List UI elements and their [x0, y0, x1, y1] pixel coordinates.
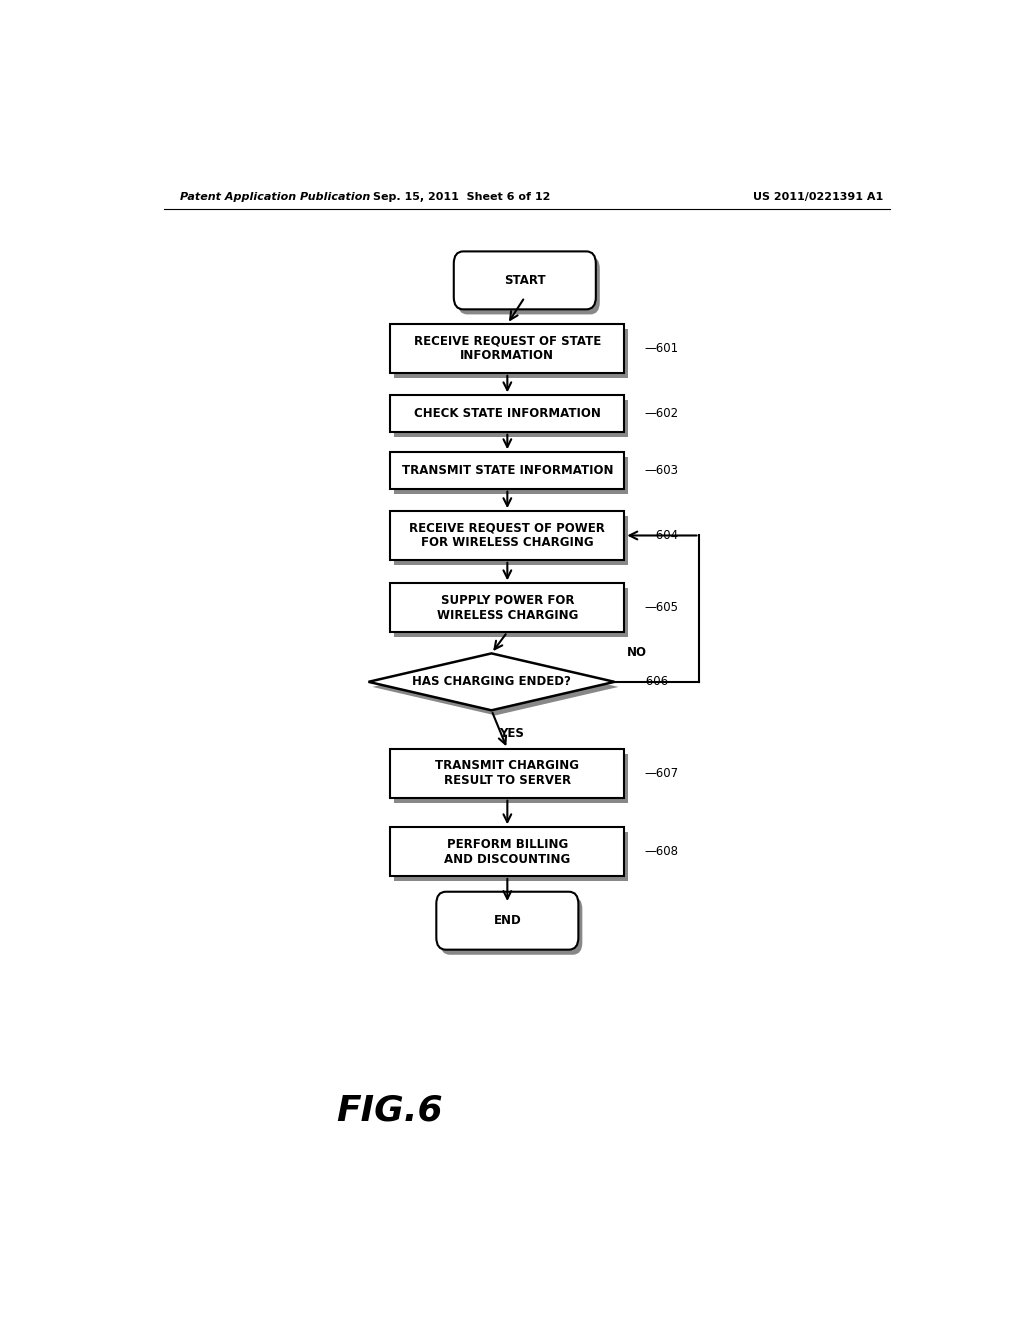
Text: CHECK STATE INFORMATION: CHECK STATE INFORMATION — [414, 407, 601, 420]
FancyBboxPatch shape — [458, 256, 600, 314]
Text: Sep. 15, 2011  Sheet 6 of 12: Sep. 15, 2011 Sheet 6 of 12 — [373, 191, 550, 202]
FancyBboxPatch shape — [390, 828, 625, 876]
FancyBboxPatch shape — [390, 748, 625, 797]
Text: RECEIVE REQUEST OF STATE
INFORMATION: RECEIVE REQUEST OF STATE INFORMATION — [414, 334, 601, 363]
Text: —606: —606 — [634, 676, 669, 688]
FancyBboxPatch shape — [394, 754, 629, 803]
FancyBboxPatch shape — [436, 892, 579, 949]
Text: START: START — [504, 273, 546, 286]
FancyBboxPatch shape — [454, 251, 596, 309]
FancyBboxPatch shape — [394, 400, 629, 437]
FancyBboxPatch shape — [390, 395, 625, 432]
Text: —608: —608 — [644, 845, 678, 858]
FancyBboxPatch shape — [394, 457, 629, 494]
Text: YES: YES — [499, 726, 523, 739]
Text: NO: NO — [627, 647, 646, 660]
FancyBboxPatch shape — [390, 325, 625, 372]
Text: HAS CHARGING ENDED?: HAS CHARGING ENDED? — [412, 676, 571, 688]
FancyBboxPatch shape — [440, 896, 583, 954]
Text: SUPPLY POWER FOR
WIRELESS CHARGING: SUPPLY POWER FOR WIRELESS CHARGING — [436, 594, 578, 622]
Text: RECEIVE REQUEST OF POWER
FOR WIRELESS CHARGING: RECEIVE REQUEST OF POWER FOR WIRELESS CH… — [410, 521, 605, 549]
Text: END: END — [494, 915, 521, 927]
Text: —602: —602 — [644, 407, 678, 420]
Text: FIG.6: FIG.6 — [337, 1094, 443, 1127]
FancyBboxPatch shape — [390, 511, 625, 560]
Text: —603: —603 — [644, 463, 678, 477]
FancyBboxPatch shape — [394, 516, 629, 565]
FancyBboxPatch shape — [394, 833, 629, 880]
Polygon shape — [373, 659, 618, 715]
Text: —604: —604 — [644, 529, 678, 543]
FancyBboxPatch shape — [394, 589, 629, 638]
FancyBboxPatch shape — [390, 453, 625, 488]
Text: —607: —607 — [644, 767, 678, 780]
FancyBboxPatch shape — [390, 583, 625, 632]
Text: US 2011/0221391 A1: US 2011/0221391 A1 — [754, 191, 884, 202]
Text: Patent Application Publication: Patent Application Publication — [179, 191, 370, 202]
FancyBboxPatch shape — [394, 329, 629, 378]
Text: TRANSMIT CHARGING
RESULT TO SERVER: TRANSMIT CHARGING RESULT TO SERVER — [435, 759, 580, 787]
Text: —601: —601 — [644, 342, 678, 355]
Polygon shape — [369, 653, 614, 710]
Text: —605: —605 — [644, 601, 678, 614]
Text: PERFORM BILLING
AND DISCOUNTING: PERFORM BILLING AND DISCOUNTING — [444, 838, 570, 866]
Text: TRANSMIT STATE INFORMATION: TRANSMIT STATE INFORMATION — [401, 463, 613, 477]
